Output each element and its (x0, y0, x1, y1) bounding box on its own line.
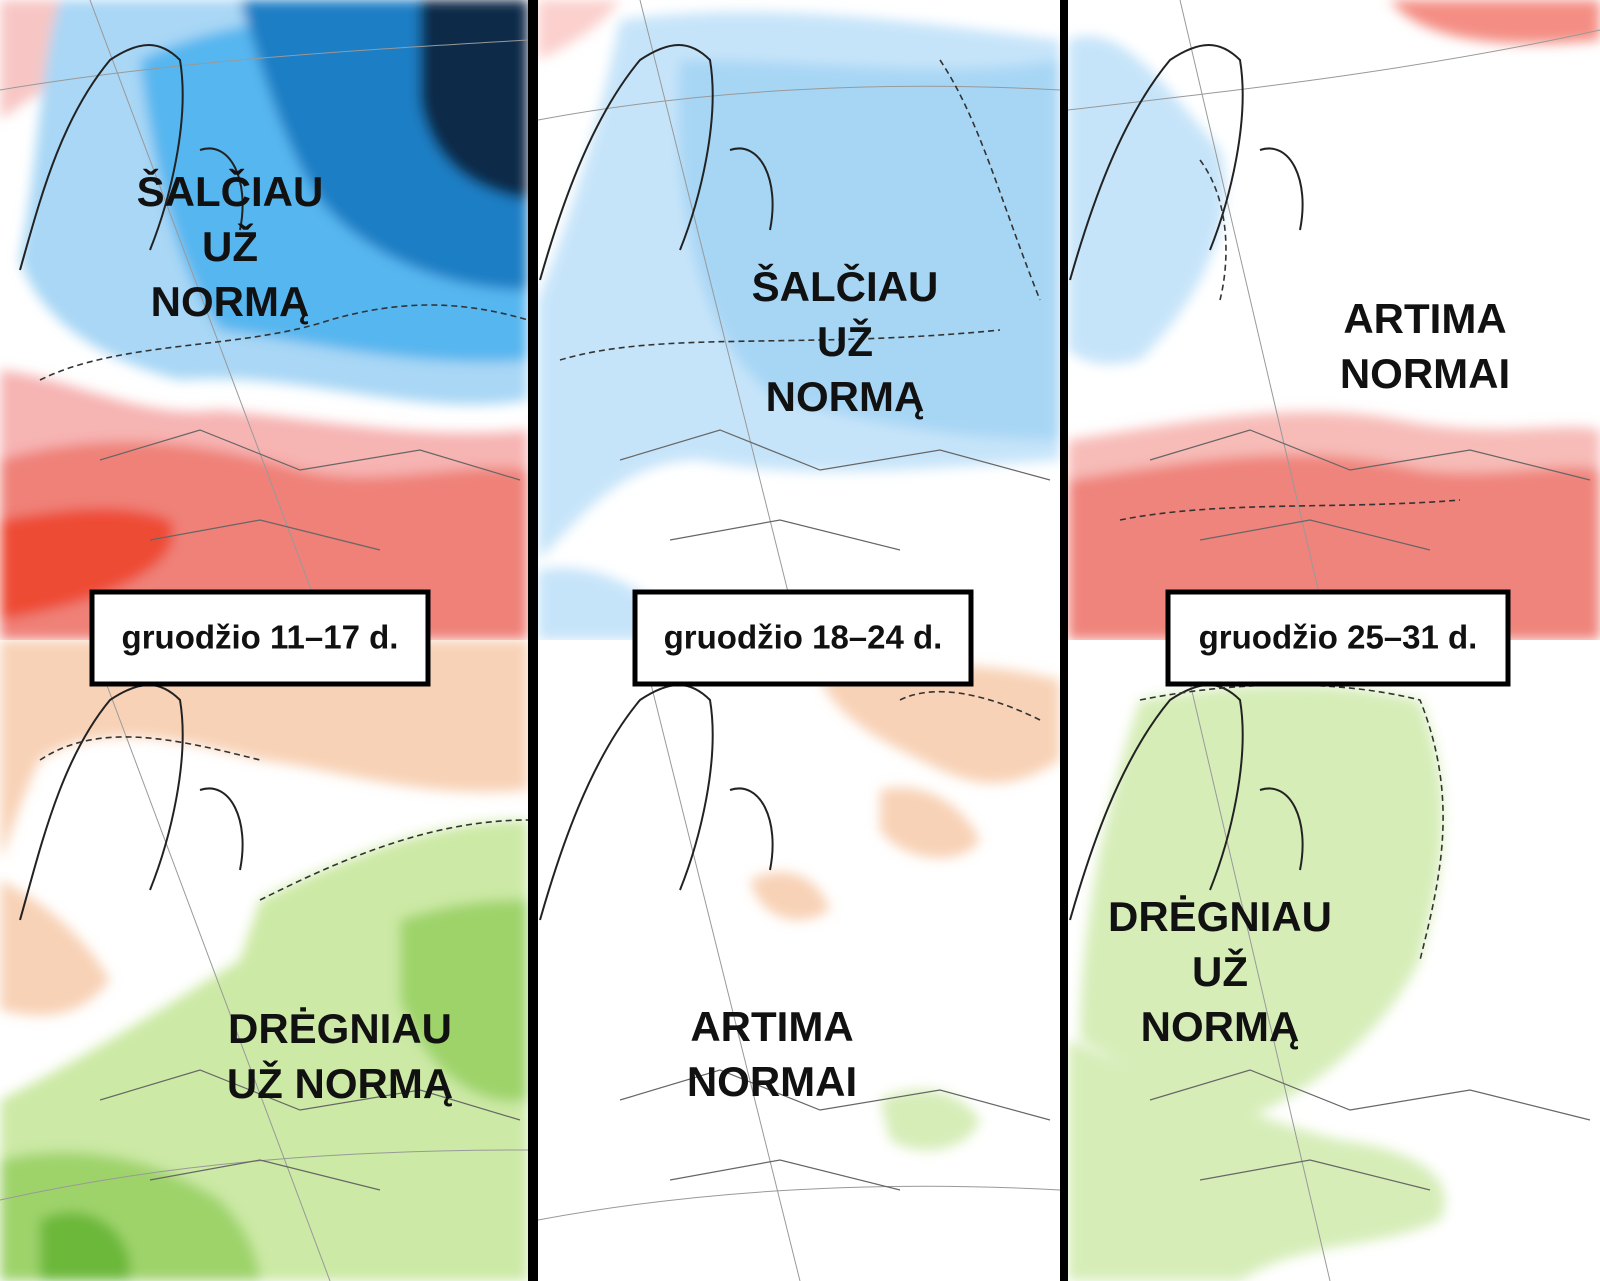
period-label: gruodžio 11–17 d. (122, 619, 399, 656)
precipitation-label: NORMĄ (1141, 1003, 1300, 1050)
temperature-label: NORMĄ (766, 373, 925, 420)
temperature-label: ARTIMA (1343, 295, 1506, 342)
precipitation-map-3 (1068, 640, 1600, 1281)
precipitation-label: ARTIMA (690, 1003, 853, 1050)
temperature-label: NORMĄ (151, 278, 310, 325)
temperature-label: ŠALČIAU (137, 167, 324, 215)
column-divider (1060, 0, 1068, 1281)
precipitation-label: UŽ NORMĄ (227, 1059, 453, 1107)
precipitation-map-2 (538, 640, 1060, 1281)
precipitation-label: DRĖGNIAU (228, 1005, 452, 1052)
borders (99, 429, 1591, 1191)
temperature-map-2 (538, 0, 1060, 640)
precipitation-label: DRĖGNIAU (1108, 893, 1332, 940)
period-box (89, 589, 431, 687)
temperature-map-3 (1068, 0, 1600, 640)
precipitation-map-1 (0, 640, 528, 1281)
labels: ŠALČIAU UŽ NORMĄ DRĖGNIAU UŽ NORMĄ gruodžio 1… (89, 167, 1511, 1107)
precipitation-label: UŽ (1192, 947, 1248, 995)
temperature-label: NORMAI (1340, 350, 1510, 397)
period-label: gruodžio 18–24 d. (664, 619, 943, 656)
temperature-label: UŽ (202, 222, 258, 270)
period-box (632, 589, 974, 687)
period-label: gruodžio 25–31 d. (1199, 619, 1478, 656)
temperature-label: UŽ (817, 317, 873, 365)
column-divider (528, 0, 538, 1281)
precipitation-label: NORMAI (687, 1058, 857, 1105)
period-box (1165, 589, 1511, 687)
coastlines (19, 44, 1304, 921)
temperature-label: ŠALČIAU (752, 262, 939, 310)
significance-contours (39, 59, 1461, 961)
